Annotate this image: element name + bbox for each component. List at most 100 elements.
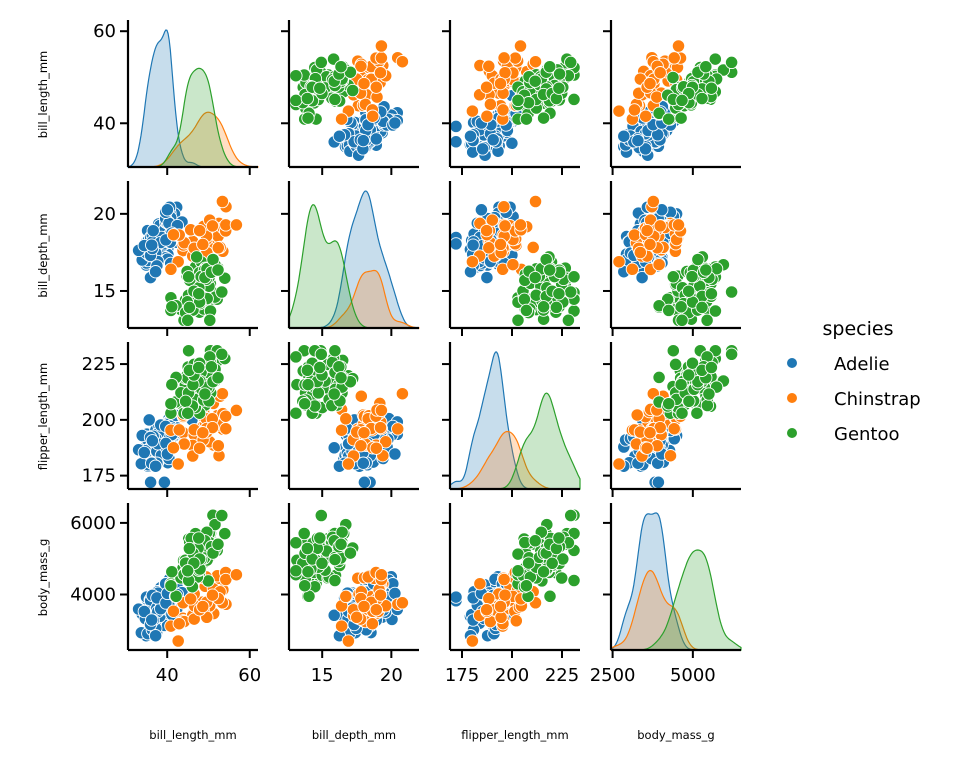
panel-bill-length-mm-vs-bill-depth-mm: [281, 20, 419, 175]
point-chinstrap: [166, 228, 181, 242]
point-chinstrap: [483, 97, 498, 111]
point-chinstrap: [643, 237, 657, 252]
legend-title: species: [823, 318, 894, 340]
point-gentoo: [511, 564, 525, 578]
point-adelie: [327, 608, 341, 622]
point-gentoo: [543, 263, 557, 277]
point-chinstrap: [369, 80, 383, 94]
point-gentoo: [552, 81, 566, 95]
point-chinstrap: [205, 588, 220, 602]
point-gentoo: [215, 508, 229, 523]
point-chinstrap: [667, 51, 681, 65]
point-chinstrap: [465, 634, 480, 648]
point-chinstrap: [465, 104, 480, 118]
point-chinstrap: [211, 439, 225, 453]
point-gentoo: [564, 55, 578, 70]
point-gentoo: [181, 564, 195, 578]
row-axis-labels: bill_length_mm bill_depth_mm flipper_lengt…: [36, 51, 50, 616]
legend-marker-chinstrap: [787, 393, 797, 403]
point-gentoo: [298, 579, 312, 593]
point-adelie: [474, 203, 489, 217]
point-gentoo: [552, 67, 567, 81]
point-adelie: [146, 224, 160, 238]
point-gentoo: [208, 517, 222, 532]
point-gentoo: [165, 565, 179, 579]
x-axis-label-bill-length-mm: bill_length_mm: [149, 728, 236, 742]
point-gentoo: [511, 547, 525, 561]
point-chinstrap: [171, 457, 185, 471]
point-chinstrap: [643, 426, 657, 440]
point-gentoo: [543, 60, 557, 74]
point-adelie: [356, 456, 370, 470]
point-gentoo: [528, 534, 542, 548]
point-chinstrap: [374, 568, 389, 582]
point-chinstrap: [498, 219, 512, 233]
point-gentoo: [313, 531, 327, 545]
legend-marker-gentoo: [787, 428, 797, 438]
point-adelie: [143, 475, 158, 489]
point-gentoo: [328, 552, 342, 567]
point-chinstrap: [667, 422, 681, 436]
point-gentoo: [564, 285, 578, 299]
point-gentoo: [192, 287, 206, 301]
point-chinstrap: [482, 591, 496, 606]
panel-flipper-length-mm-vs-bill-length-mm: 175 200 225: [82, 342, 258, 497]
point-adelie: [357, 475, 372, 489]
panel-bill-depth-mm-vs-flipper-length-mm: [442, 181, 581, 336]
point-gentoo: [165, 300, 179, 314]
point-chinstrap: [493, 599, 508, 614]
point-adelie: [449, 590, 463, 604]
panel-body-mass-g-vs-body-mass-g: 2500 5000: [590, 503, 742, 686]
point-adelie: [332, 129, 347, 143]
point-chinstrap: [653, 66, 667, 80]
point-gentoo: [675, 406, 689, 420]
panel-bill-length-mm-vs-body-mass-g: [603, 20, 741, 175]
point-gentoo: [181, 313, 195, 327]
point-gentoo: [301, 565, 315, 579]
point-chinstrap: [633, 245, 647, 260]
point-gentoo: [343, 546, 358, 560]
point-adelie: [480, 270, 494, 285]
point-gentoo: [521, 556, 536, 570]
point-chinstrap: [166, 441, 181, 455]
point-gentoo: [289, 536, 303, 550]
point-adelie: [157, 475, 172, 489]
point-gentoo: [178, 394, 193, 408]
point-gentoo: [298, 397, 312, 411]
point-gentoo: [519, 112, 534, 126]
point-gentoo: [662, 112, 676, 126]
point-chinstrap: [630, 408, 644, 422]
point-gentoo: [549, 300, 564, 315]
point-chinstrap: [184, 592, 198, 606]
point-chinstrap: [366, 109, 380, 123]
y-tick-label: 60: [93, 21, 116, 42]
panel-body-mass-g-vs-bill-depth-mm: 15 20: [281, 503, 419, 686]
point-gentoo: [314, 508, 328, 523]
point-gentoo: [552, 287, 566, 301]
point-adelie: [635, 270, 649, 285]
point-gentoo: [674, 111, 688, 125]
point-gentoo: [708, 52, 722, 66]
point-adelie: [449, 135, 463, 149]
point-chinstrap: [652, 257, 666, 272]
point-chinstrap: [496, 103, 510, 117]
x-axis-label-bill-depth-mm: bill_depth_mm: [312, 728, 396, 742]
point-adelie: [145, 613, 159, 627]
point-gentoo: [300, 363, 315, 377]
panel-flipper-length-mm-vs-body-mass-g: [603, 342, 741, 497]
point-chinstrap: [473, 577, 487, 591]
point-chinstrap: [196, 599, 210, 614]
point-gentoo: [668, 357, 683, 372]
point-adelie: [466, 238, 480, 252]
point-chinstrap: [640, 223, 654, 238]
point-chinstrap: [164, 262, 178, 276]
point-gentoo: [716, 63, 731, 77]
point-chinstrap: [612, 457, 626, 471]
point-chinstrap: [354, 389, 368, 403]
point-chinstrap: [498, 588, 512, 602]
point-chinstrap: [374, 51, 389, 65]
point-chinstrap: [612, 255, 626, 269]
point-chinstrap: [357, 599, 371, 614]
point-chinstrap: [357, 426, 371, 440]
